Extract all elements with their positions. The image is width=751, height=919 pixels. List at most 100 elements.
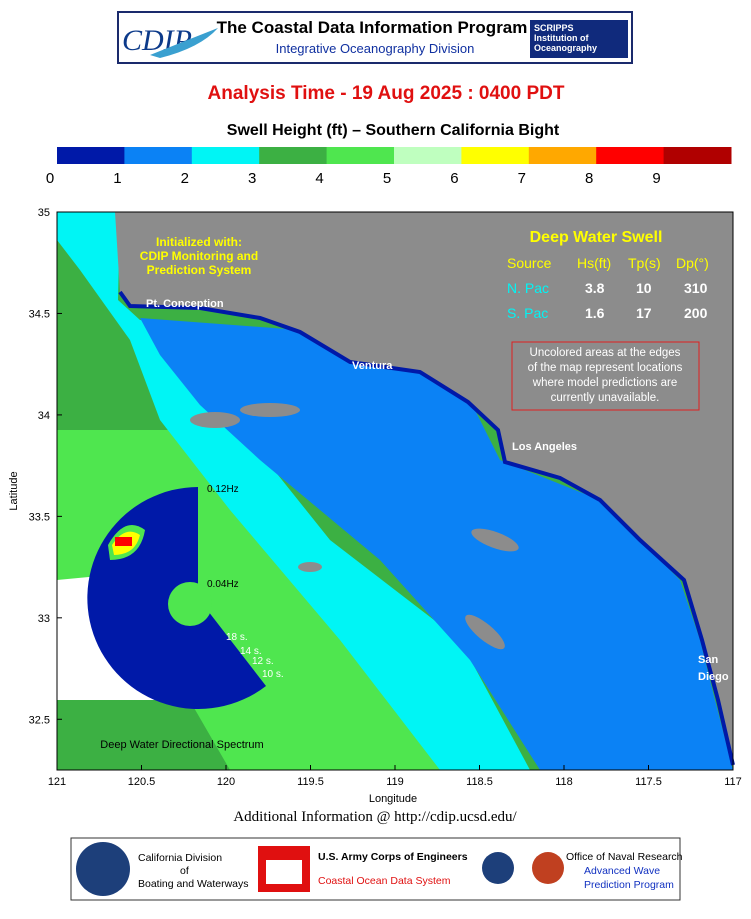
colorbar-cell [57,147,125,164]
note-line: of the map represent locations [528,362,683,374]
onr-logo [532,852,564,884]
spectrum-title: Deep Water Directional Spectrum [100,739,263,751]
island [465,614,505,650]
colorbar-label: 4 [315,170,323,187]
dbw-logo [76,842,130,896]
init-line: CDIP Monitoring and [140,249,258,263]
spectrum-label: 12 s. [252,656,274,667]
sponsor-line: Advanced Wave [584,865,660,877]
swell-header: Tp(s) [628,255,661,271]
colorbar-cell [326,147,395,164]
cdip-logo: CDIP [122,24,192,57]
init-line: Prediction System [147,263,252,277]
partner-line: Institution of [534,33,589,43]
onr-logo [482,852,514,884]
sea-blue [140,318,733,770]
coast-shelf [118,290,735,766]
swell-value: 310 [684,280,708,296]
swell-value: 10 [636,280,652,296]
place-label: Los Angeles [512,441,577,453]
swell-value: 200 [684,305,708,321]
map-text: Pt. Conception Ventura Los Angeles San Diego… [100,229,729,751]
spectrum-peak [115,537,132,546]
colorbar-label: 7 [518,170,526,187]
y-axis-label: Latitude [8,471,20,510]
partner-line: SCRIPPS [534,23,574,33]
sponsor-line: U.S. Army Corps of Engineers [318,851,468,863]
colorbar-label: 6 [450,170,458,187]
analysis-time: Analysis Time - 19 Aug 2025 : 0400 PDT [208,83,565,104]
colorbar-label: 0 [46,170,54,187]
place-label: Diego [698,671,729,683]
map [56,211,735,771]
spectrum-label: 18 s. [226,632,248,643]
spectrum-label: 10 s. [262,669,284,680]
place-label: Pt. Conception [146,298,224,310]
scripps-logo [530,20,628,58]
colorbar-cell [663,147,732,164]
sponsor-line: Boating and Waterways [138,878,249,890]
sponsor-box [70,837,681,901]
logo-wave [150,28,218,58]
island [471,528,519,552]
colorbar-label: 3 [248,170,256,187]
colorbar-cell [394,147,462,164]
island [240,403,300,417]
colorbar-label: 9 [652,170,660,187]
spectrum-hole [168,582,212,626]
header-subtitle: Integrative Oceanography Division [276,41,475,56]
colorbar-cell [259,147,328,164]
usace-castle [266,860,302,884]
colorbar-cell [191,147,260,164]
x-tick-label: 118.5 [466,776,493,788]
sponsor-line: California Division [138,852,222,864]
note-box [511,341,700,411]
colorbar-cell [528,147,597,164]
y-tick-label: 32.5 [29,714,50,726]
x-tick-label: 117 [724,776,742,788]
map-axes: 121 120.5 120 119.5 119 118.5 118 117.5 117 32.5 3… [8,207,742,805]
swell-header: Source [507,255,552,271]
spectrum-label: 14 s. [240,646,262,657]
island [298,562,322,572]
note-line: where model predictions are [532,377,677,389]
island [190,412,240,428]
land [115,212,733,765]
x-tick-label: 120 [217,776,235,788]
sponsor-line: Office of Naval Research [566,851,683,863]
x-tick-label: 120.5 [128,776,156,788]
x-tick-label: 119.5 [297,776,324,788]
y-tick-label: 33 [38,613,50,625]
colorbar-label: 5 [383,170,391,187]
swell-source: S. Pac [507,305,548,321]
partner-line: Oceanography [534,43,597,53]
sponsor-line: Prediction Program [584,879,674,891]
sponsor-line: Coastal Ocean Data System [318,875,451,887]
colorbar-cell [124,147,193,164]
colorbar-label: 8 [585,170,593,187]
colorbar-cell [461,147,530,164]
colorbar-label: 2 [181,170,189,187]
note-line: currently unavailable. [551,392,660,404]
sponsor-line: of [180,865,189,877]
spectrum-label: 0.04Hz [207,579,239,590]
x-tick-label: 119 [386,776,404,788]
x-tick-label: 117.5 [635,776,662,788]
info-link[interactable]: Additional Information @ http://cdip.ucs… [233,809,517,825]
swell-title: Deep Water Swell [530,229,663,246]
y-tick-label: 34 [38,410,50,422]
y-tick-label: 34.5 [29,308,50,320]
place-label: San [698,654,718,666]
colorbar-cell [596,147,665,164]
colorbar-label: 1 [113,170,121,187]
y-tick-label: 35 [38,207,50,219]
x-axis-label: Longitude [369,793,417,805]
x-tick-label: 121 [48,776,66,788]
note-line: Uncolored areas at the edges [530,347,681,359]
map-title: Swell Height (ft) – Southern California … [227,122,560,139]
colorbar: 0 1 2 3 4 5 6 7 8 9 [46,147,732,187]
